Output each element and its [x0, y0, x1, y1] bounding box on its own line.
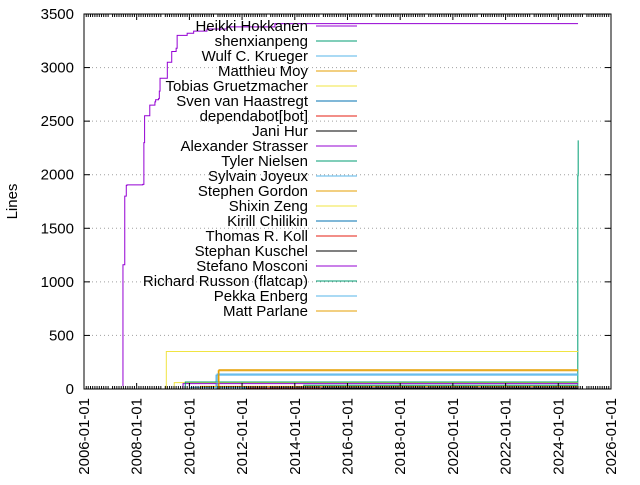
grid-layer — [84, 68, 611, 336]
y-tick-label: 2500 — [41, 113, 74, 130]
y-axis-label: Lines — [4, 184, 21, 220]
x-tick-label: 2006-01-01 — [76, 398, 93, 475]
y-tick-label: 0 — [66, 381, 74, 398]
x-tick-label: 2016-01-01 — [339, 398, 356, 475]
x-tick-label: 2008-01-01 — [129, 398, 146, 475]
x-tick-label: 2024-01-01 — [550, 398, 567, 475]
x-tick-label: 2014-01-01 — [287, 398, 304, 475]
x-tick-label: 2018-01-01 — [392, 398, 409, 475]
y-tick-label: 3500 — [41, 6, 74, 23]
y-tick-label: 1500 — [41, 220, 74, 237]
y-tick-label: 3000 — [41, 60, 74, 77]
y-tick-label: 2000 — [41, 167, 74, 184]
y-tick-label: 500 — [49, 327, 74, 344]
y-tick-label: 1000 — [41, 274, 74, 291]
plot-frame — [84, 14, 611, 389]
tick-layer: 0 500 1000 1500 2000 2500 3000 3500 2006-01-01 20… — [41, 6, 620, 475]
x-tick-label: 2012-01-01 — [234, 398, 251, 475]
x-tick-label: 2010-01-01 — [181, 398, 198, 475]
x-tick-label: 2026-01-01 — [603, 398, 620, 475]
x-tick-label: 2022-01-01 — [498, 398, 515, 475]
x-tick-label: 2020-01-01 — [445, 398, 462, 475]
legend-label: Matt Parlane — [223, 303, 308, 320]
